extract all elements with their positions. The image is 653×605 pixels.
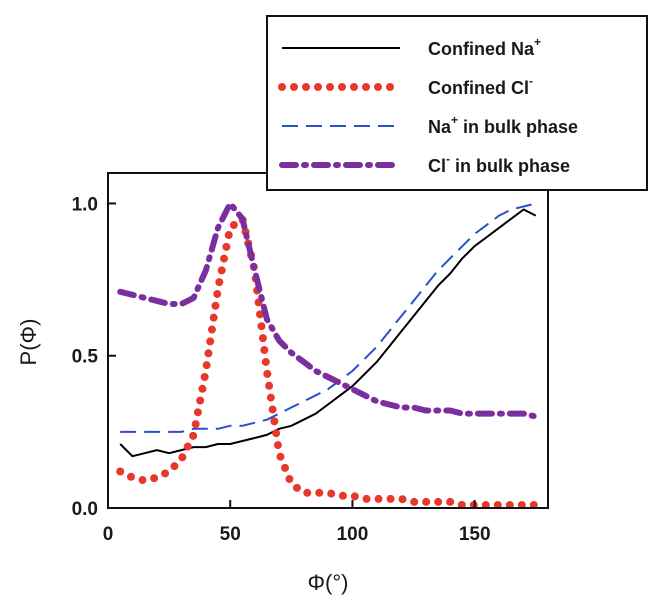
- x-tick-label-0: 0: [103, 524, 114, 545]
- x-axis-label: Φ(°): [307, 570, 348, 595]
- legend-label-2: Na+ in bulk phase: [428, 113, 578, 137]
- x-tick-label-3: 150: [459, 524, 491, 545]
- series-line-2: [120, 202, 537, 433]
- x-tick-label-1: 50: [220, 524, 241, 545]
- legend-items: Confined Na+ Confined Cl- Na+ in bulk phas…: [278, 35, 578, 176]
- legend-box: [266, 15, 648, 191]
- x-tick-label-2: 100: [337, 524, 369, 545]
- y-tick-label-2: 1.0: [72, 194, 98, 215]
- series-line-1: [116, 214, 540, 509]
- y-axis-label: P(Φ): [16, 319, 41, 366]
- y-tick-label-1: 0.5: [72, 347, 99, 368]
- legend-label-3: Cl- in bulk phase: [428, 152, 570, 176]
- plot-frame: [107, 172, 549, 509]
- legend-label-0: Confined Na+: [428, 35, 541, 59]
- legend: Confined Na+ Confined Cl- Na+ in bulk phas…: [266, 15, 648, 191]
- y-tick-label-0: 0.0: [72, 499, 98, 520]
- ticks-layer: 0 50 100 150 0.0 0.5 1.0: [72, 194, 491, 545]
- series-line-3: [117, 200, 539, 420]
- series-line-0: [119, 208, 537, 458]
- legend-label-1: Confined Cl-: [428, 74, 533, 98]
- plot-layer: [116, 200, 540, 509]
